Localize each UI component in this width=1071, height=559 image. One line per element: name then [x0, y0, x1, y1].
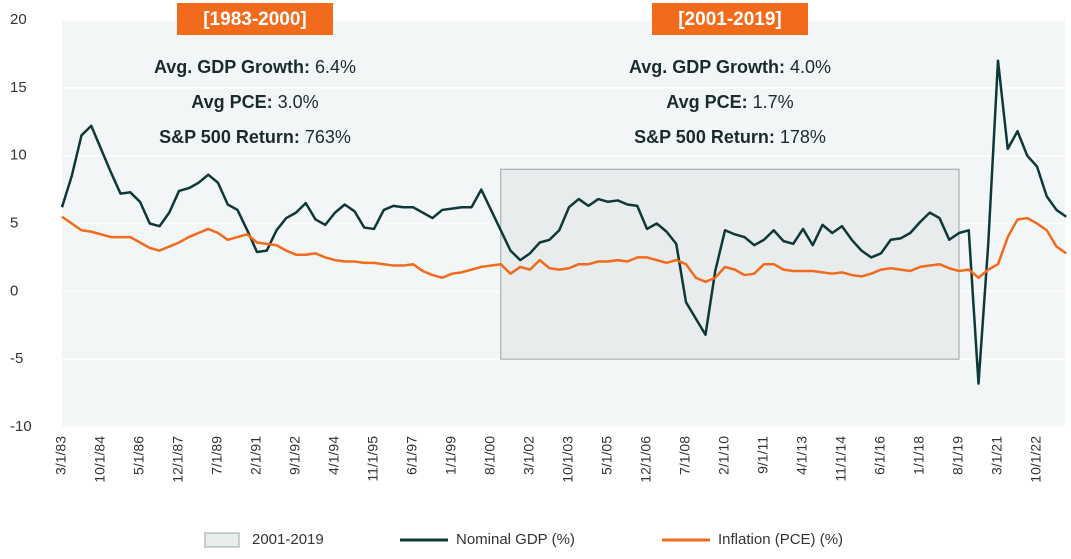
y-tick-label: 0 — [10, 282, 18, 299]
x-tick-label: 12/1/87 — [170, 436, 186, 483]
legend-label: Nominal GDP (%) — [456, 531, 575, 548]
legend-label: 2001-2019 — [252, 531, 324, 548]
annotation-label: Avg. GDP Growth: — [629, 57, 785, 77]
x-tick-label: 9/1/11 — [755, 436, 771, 474]
x-tick-label: 11/1/14 — [833, 436, 849, 482]
y-tick-label: 10 — [10, 147, 27, 164]
annotation-value: 6.4% — [315, 57, 356, 77]
annotation-value: 178% — [780, 127, 826, 147]
x-tick-label: 5/1/86 — [131, 436, 147, 475]
x-tick-label: 12/1/06 — [638, 436, 654, 483]
x-tick-label: 3/1/21 — [989, 436, 1005, 475]
annotation-value: 763% — [305, 127, 351, 147]
x-tick-label: 8/1/00 — [482, 436, 498, 475]
annotation-heading: [2001-2019] — [678, 9, 782, 30]
x-tick-label: 6/1/97 — [404, 436, 420, 475]
x-tick-label: 2/1/91 — [248, 436, 264, 475]
y-tick-label: -5 — [10, 350, 23, 367]
annotation-heading-box — [652, 3, 808, 35]
annotation-line: Avg PCE: 1.7% — [666, 92, 793, 112]
y-tick-label: 5 — [10, 214, 18, 231]
x-tick-label: 4/1/13 — [794, 436, 810, 475]
annotation-value: 3.0% — [278, 92, 319, 112]
x-tick-label: 1/1/18 — [911, 436, 927, 475]
annotation-value: 1.7% — [753, 92, 794, 112]
y-tick-label: -10 — [10, 418, 32, 435]
annotation-line: Avg PCE: 3.0% — [191, 92, 318, 112]
shade-region — [500, 168, 960, 360]
y-tick-label: 20 — [10, 11, 27, 28]
x-tick-label: 10/1/22 — [1028, 436, 1044, 483]
x-tick-label: 7/1/89 — [209, 436, 225, 475]
annotation-label: Avg. GDP Growth: — [154, 57, 310, 77]
x-tick-label: 2/1/10 — [716, 436, 732, 475]
x-tick-label: 10/1/03 — [560, 436, 576, 483]
annotation-heading-box — [177, 3, 333, 35]
x-tick-label: 5/1/05 — [599, 436, 615, 475]
annotation-line: S&P 500 Return: 763% — [159, 127, 351, 147]
x-tick-label: 4/1/94 — [326, 436, 342, 475]
legend-label: Inflation (PCE) (%) — [718, 531, 843, 548]
x-tick-label: 8/1/19 — [950, 436, 966, 475]
legend-swatch — [204, 532, 240, 548]
x-tick-label: 10/1/84 — [92, 436, 108, 483]
x-tick-label: 3/1/02 — [521, 436, 537, 475]
annotation-label: S&P 500 Return: — [159, 127, 300, 147]
x-tick-label: 3/1/83 — [53, 436, 69, 475]
line-series — [60, 59, 1067, 385]
annotation-value: 4.0% — [790, 57, 831, 77]
annotation-label: Avg PCE: — [191, 92, 272, 112]
x-tick-label: 11/1/95 — [365, 436, 381, 482]
annotation-line: S&P 500 Return: 178% — [634, 127, 826, 147]
line-series — [61, 215, 1067, 284]
annotation-line: Avg. GDP Growth: 4.0% — [629, 57, 831, 77]
annotation-label: S&P 500 Return: — [634, 127, 775, 147]
x-tick-label: 6/1/16 — [872, 436, 888, 475]
x-tick-label: 9/1/92 — [287, 436, 303, 475]
x-tick-label: 7/1/08 — [677, 436, 693, 475]
annotation-line: Avg. GDP Growth: 6.4% — [154, 57, 356, 77]
annotation-label: Avg PCE: — [666, 92, 747, 112]
y-tick-label: 15 — [10, 79, 27, 96]
x-tick-label: 1/1/99 — [443, 436, 459, 475]
annotation-heading: [1983-2000] — [203, 9, 307, 30]
